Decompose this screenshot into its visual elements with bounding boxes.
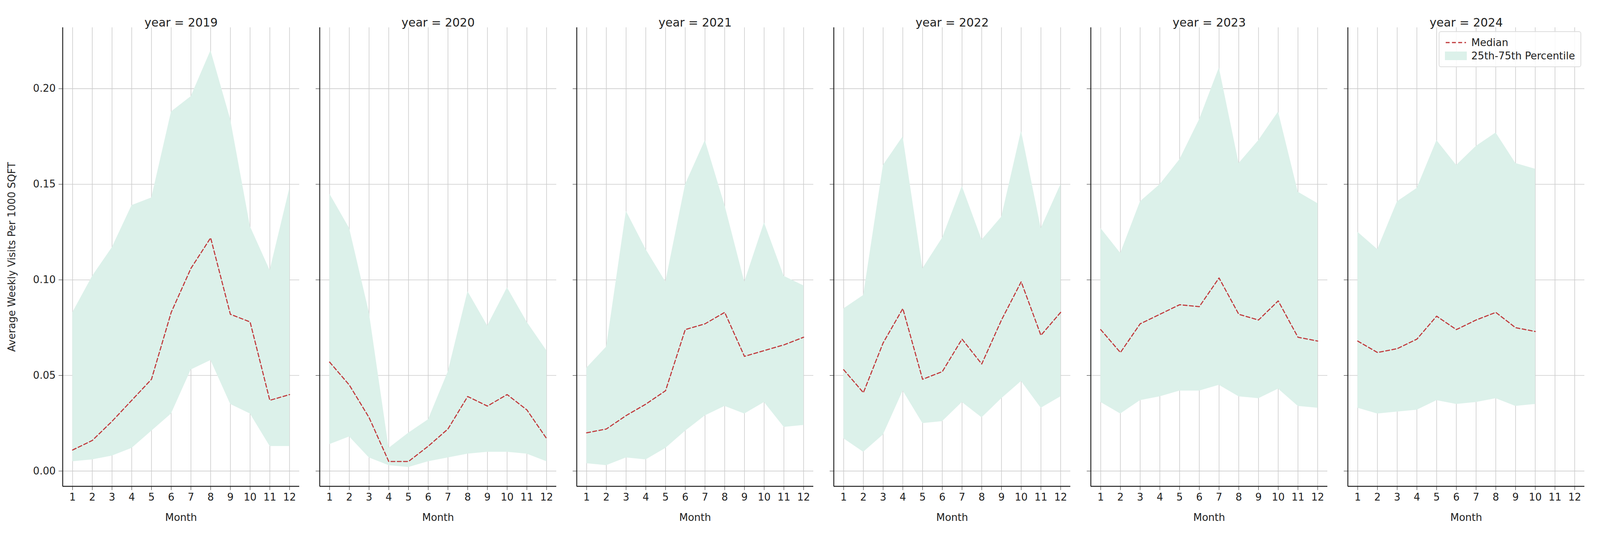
- svg-text:0.10: 0.10: [33, 273, 56, 286]
- html-text:25th-75th Percentile: 25th-75th Percentile: [1471, 50, 1575, 62]
- svg-text:0.15: 0.15: [33, 178, 56, 190]
- svg-text:0.00: 0.00: [33, 465, 56, 477]
- svg-text:7: 7: [444, 491, 452, 504]
- svg-text:6: 6: [1453, 491, 1460, 504]
- svg-text:0.05: 0.05: [33, 369, 56, 382]
- svg-text:Month: Month: [936, 511, 969, 524]
- svg-text:1: 1: [326, 491, 333, 504]
- svg-text:Month: Month: [679, 511, 712, 524]
- svg-text:4: 4: [385, 491, 393, 504]
- svg-text:2: 2: [346, 491, 353, 504]
- svg-text:7: 7: [1472, 491, 1480, 504]
- svg-text:Month: Month: [1193, 511, 1226, 524]
- svg-text:6: 6: [682, 491, 689, 504]
- svg-text:7: 7: [187, 491, 195, 504]
- svg-text:8: 8: [721, 491, 729, 504]
- svg-text:10: 10: [1528, 491, 1542, 504]
- svg-text:Month: Month: [422, 511, 455, 524]
- svg-text:4: 4: [1156, 491, 1164, 504]
- svg-text:8: 8: [1235, 491, 1243, 504]
- svg-text:9: 9: [483, 491, 491, 504]
- svg-text:12: 12: [1568, 491, 1582, 504]
- svg-text:12: 12: [540, 491, 554, 504]
- html-text:Median: Median: [1471, 36, 1509, 49]
- svg-text:4: 4: [899, 491, 907, 504]
- svg-text:Month: Month: [165, 511, 198, 524]
- svg-text:10: 10: [243, 491, 257, 504]
- svg-text:1: 1: [840, 491, 847, 504]
- svg-text:year = 2024: year = 2024: [1429, 15, 1504, 30]
- svg-text:9: 9: [1512, 491, 1519, 504]
- svg-text:3: 3: [365, 491, 373, 504]
- svg-text:3: 3: [1393, 491, 1401, 504]
- svg-text:1: 1: [583, 491, 590, 504]
- svg-text:year = 2021: year = 2021: [658, 15, 733, 30]
- svg-text:8: 8: [464, 491, 472, 504]
- svg-text:2: 2: [860, 491, 867, 504]
- svg-text:5: 5: [1176, 491, 1183, 504]
- svg-text:Average Weekly Visits Per 1000: Average Weekly Visits Per 1000 SQFT: [5, 162, 18, 352]
- svg-text:1: 1: [69, 491, 76, 504]
- svg-text:1: 1: [1354, 491, 1361, 504]
- svg-text:5: 5: [148, 491, 155, 504]
- svg-text:9: 9: [741, 491, 748, 504]
- svg-text:11: 11: [1034, 491, 1048, 504]
- svg-text:year = 2020: year = 2020: [401, 15, 475, 30]
- svg-text:3: 3: [1136, 491, 1144, 504]
- svg-text:12: 12: [1054, 491, 1068, 504]
- svg-text:3: 3: [622, 491, 630, 504]
- svg-text:year = 2023: year = 2023: [1172, 15, 1247, 30]
- svg-text:8: 8: [1492, 491, 1500, 504]
- svg-text:6: 6: [425, 491, 432, 504]
- svg-text:4: 4: [1413, 491, 1421, 504]
- svg-text:6: 6: [167, 491, 175, 504]
- svg-text:12: 12: [283, 491, 297, 504]
- svg-text:12: 12: [797, 491, 811, 504]
- svg-text:7: 7: [1215, 491, 1223, 504]
- svg-text:4: 4: [642, 491, 650, 504]
- svg-text:2: 2: [89, 491, 96, 504]
- svg-text:6: 6: [1196, 491, 1203, 504]
- svg-text:2: 2: [1117, 491, 1124, 504]
- svg-text:3: 3: [879, 491, 887, 504]
- svg-text:6: 6: [939, 491, 946, 504]
- svg-text:9: 9: [1255, 491, 1262, 504]
- svg-text:year = 2019: year = 2019: [144, 15, 218, 30]
- svg-text:2: 2: [1374, 491, 1381, 504]
- svg-text:10: 10: [500, 491, 514, 504]
- svg-text:11: 11: [1291, 491, 1305, 504]
- svg-text:1: 1: [1097, 491, 1104, 504]
- svg-text:3: 3: [108, 491, 116, 504]
- svg-text:4: 4: [128, 491, 136, 504]
- svg-text:9: 9: [226, 491, 234, 504]
- svg-text:9: 9: [998, 491, 1005, 504]
- svg-text:Month: Month: [1450, 511, 1483, 524]
- svg-text:5: 5: [1433, 491, 1440, 504]
- svg-text:0.20: 0.20: [33, 82, 56, 95]
- svg-text:10: 10: [1014, 491, 1028, 504]
- svg-text:2: 2: [603, 491, 610, 504]
- svg-text:5: 5: [662, 491, 669, 504]
- svg-text:5: 5: [919, 491, 926, 504]
- svg-text:10: 10: [1271, 491, 1285, 504]
- svg-text:8: 8: [978, 491, 986, 504]
- svg-text:10: 10: [757, 491, 771, 504]
- svg-text:5: 5: [405, 491, 412, 504]
- svg-text:year = 2022: year = 2022: [915, 15, 990, 30]
- svg-text:11: 11: [520, 491, 534, 504]
- svg-text:12: 12: [1311, 491, 1325, 504]
- svg-text:8: 8: [207, 491, 215, 504]
- svg-text:11: 11: [777, 491, 791, 504]
- svg-text:7: 7: [701, 491, 709, 504]
- svg-text:11: 11: [1548, 491, 1562, 504]
- svg-text:7: 7: [958, 491, 966, 504]
- svg-text:11: 11: [263, 491, 277, 504]
